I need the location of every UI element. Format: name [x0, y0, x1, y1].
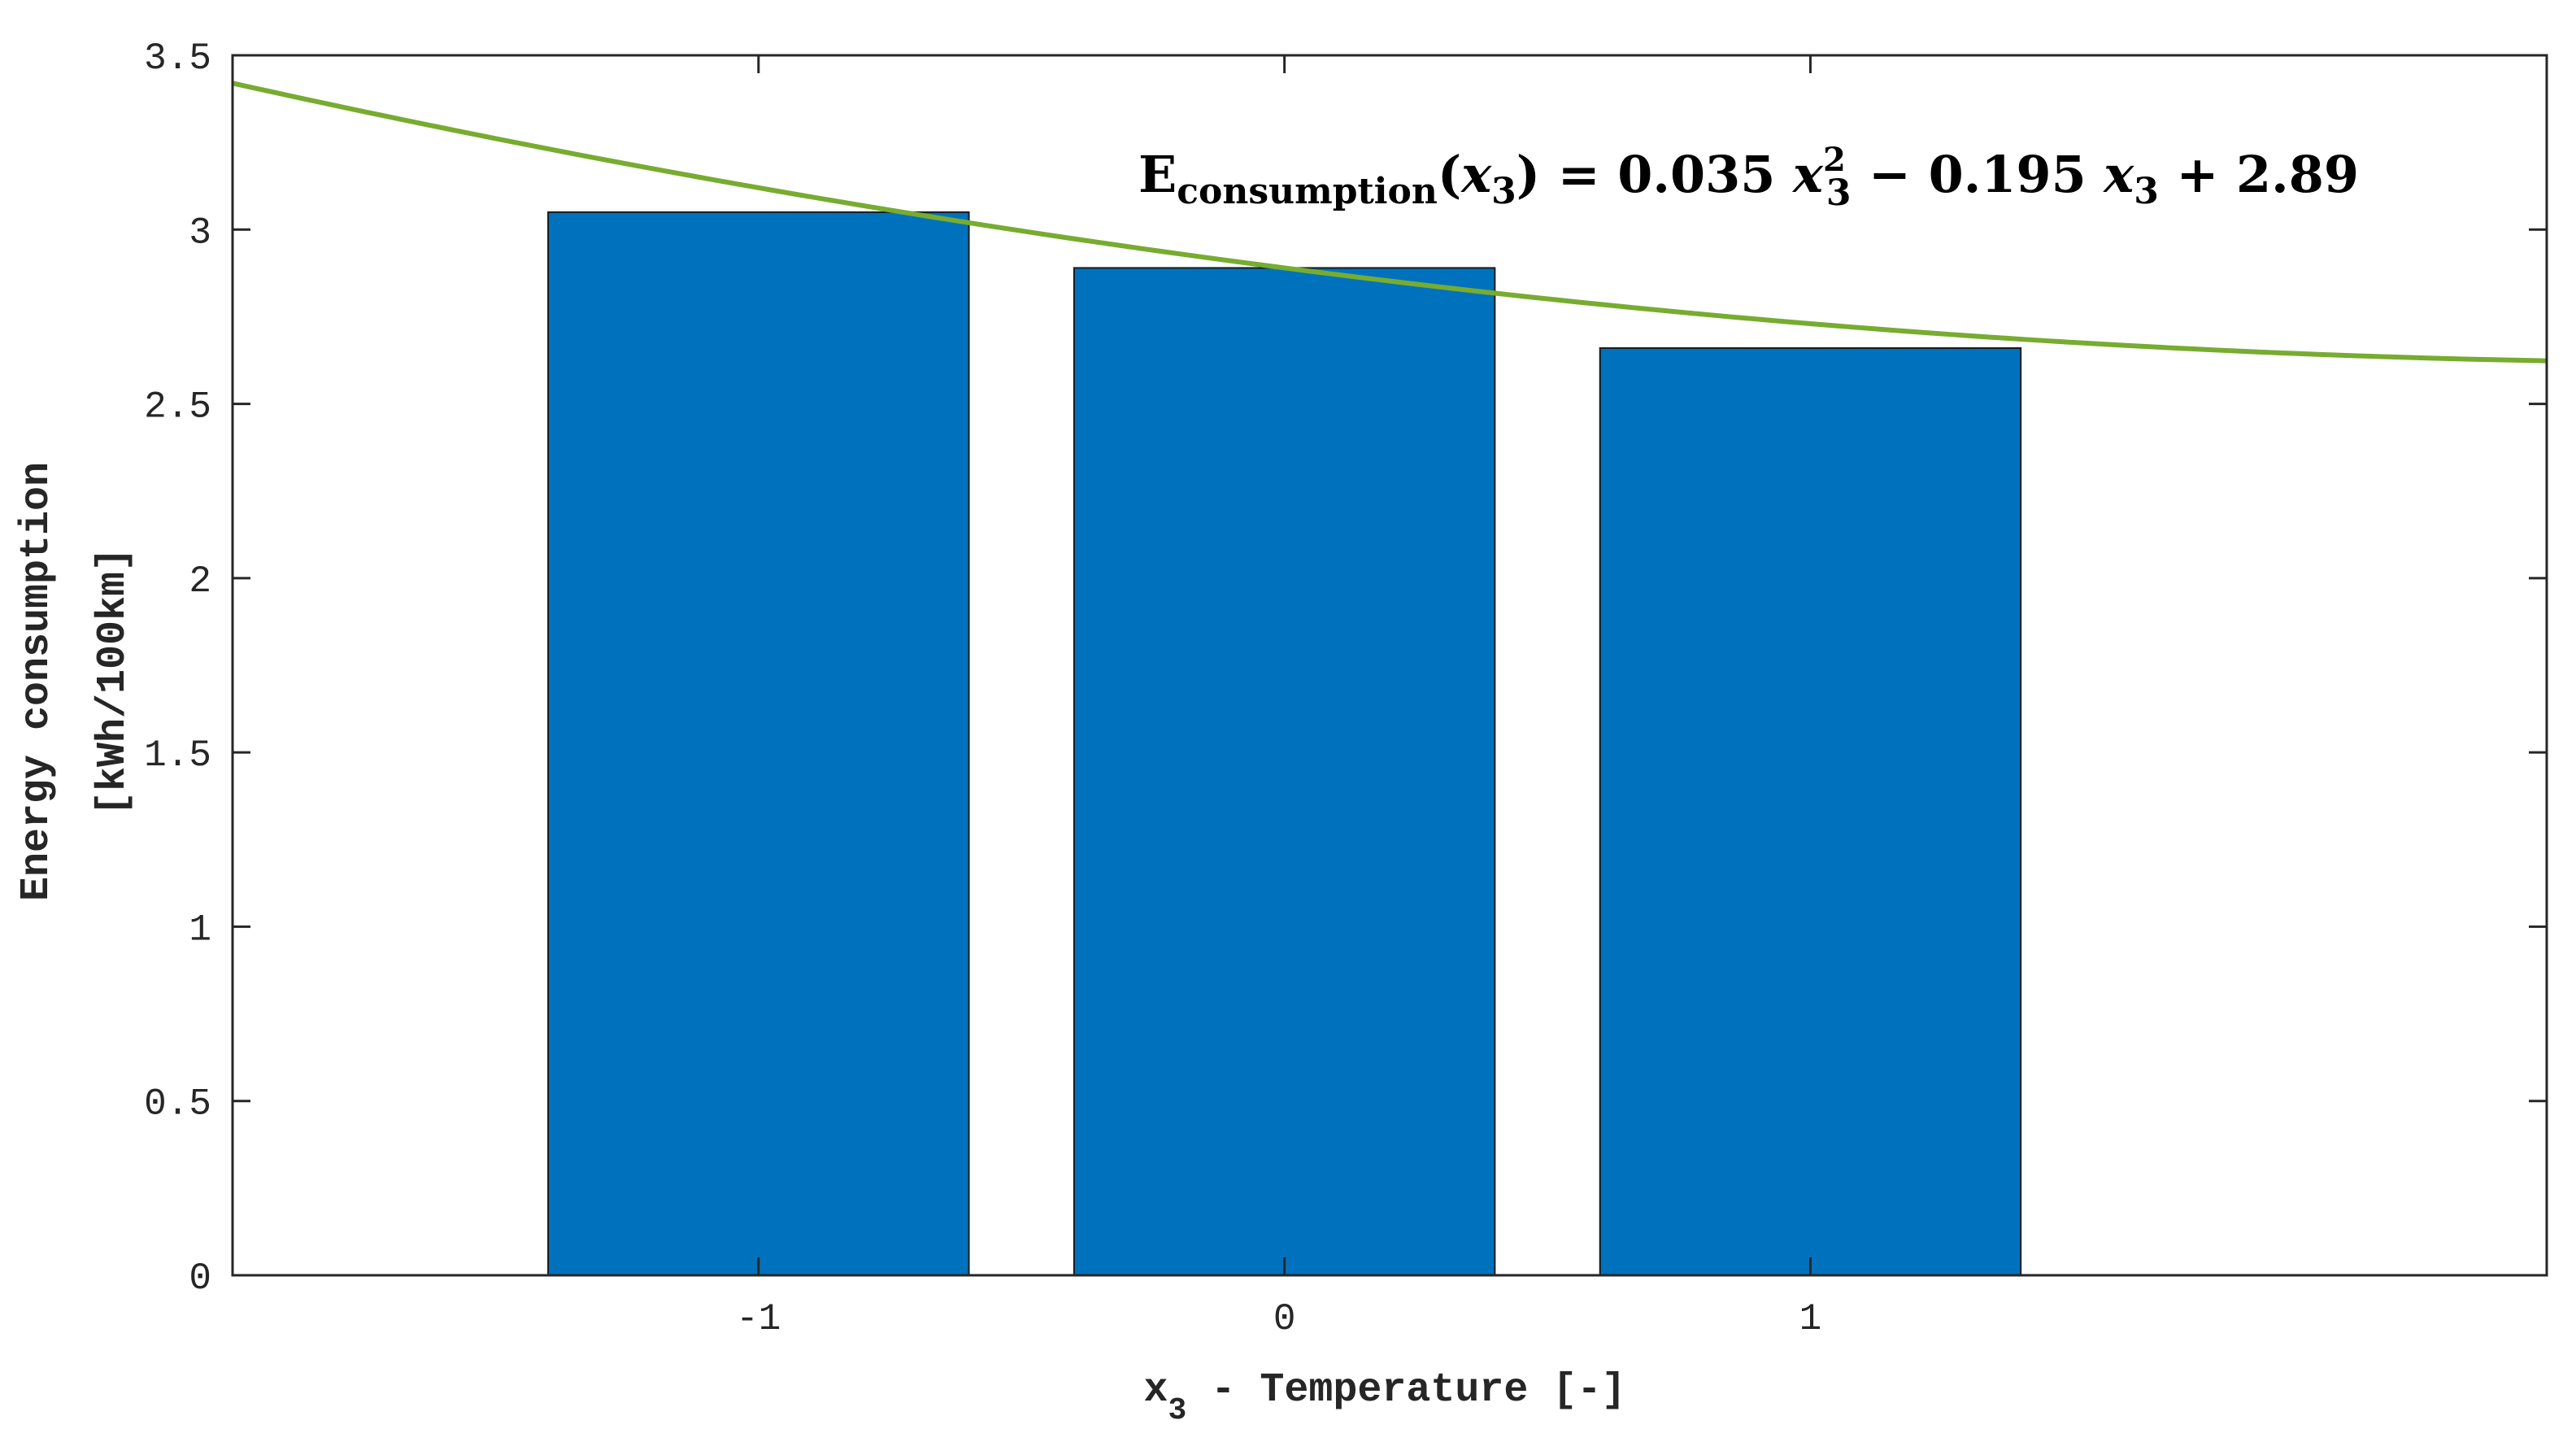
eq-x2: x — [2102, 145, 2134, 204]
x-axis-title-sub: 3 — [1168, 1393, 1187, 1428]
eq-op-1: − — [1851, 145, 1928, 204]
x-axis-title: x3 - Temperature [-] — [1144, 1367, 1626, 1428]
eq-x2-sub: 3 — [2134, 171, 2159, 212]
eq-term-2: 0.195 — [1929, 145, 2104, 204]
x-tick-label: 1 — [1799, 1298, 1822, 1340]
y-tick-label: 1.5 — [144, 734, 211, 777]
fit-curve-group — [232, 81, 2548, 364]
fit-equation-annotation: Econsumption(x3) = 0.035 x2 3 − 0.195 x3 … — [1138, 141, 2359, 214]
y-tick-label: 0.5 — [144, 1083, 211, 1126]
eq-var-sub: 3 — [1491, 171, 1516, 212]
eq-x1-sub: 3 — [1826, 172, 1852, 214]
y-tick-label: 1 — [189, 908, 211, 951]
eq-x1: x — [1791, 145, 1824, 204]
ticks-group — [233, 54, 2547, 1277]
x-axis-title-base: x — [1144, 1367, 1168, 1414]
y-axis-title-line-1: Energy consumption — [14, 462, 60, 901]
eq-paren-open: ( — [1438, 145, 1461, 204]
fit-curve-line — [232, 81, 2548, 364]
x-tick-label: -1 — [736, 1298, 781, 1340]
eq-term-1: 0.035 — [1617, 145, 1793, 204]
y-tick-label: 0 — [189, 1257, 211, 1300]
y-axis-title: Energy consumption [kWh/100km] — [14, 462, 137, 901]
eq-paren-close: ) = — [1516, 145, 1617, 204]
eq-E-sub: consumption — [1177, 171, 1438, 212]
eq-var: x — [1460, 145, 1492, 204]
y-tick-label: 3 — [189, 211, 211, 254]
bar--1 — [547, 211, 970, 1276]
eq-term-3: 2.89 — [2236, 145, 2359, 204]
bars-group — [547, 211, 2022, 1276]
bar-1 — [1599, 347, 2022, 1276]
eq-E: E — [1138, 145, 1177, 204]
bar-0 — [1073, 267, 1496, 1276]
eq-op-2: + — [2159, 145, 2236, 204]
eq-x1-sup: 2 — [1823, 141, 1846, 179]
y-tick-label: 3.5 — [144, 37, 211, 80]
tick-labels-group: 0 0.5 1 1.5 2 2.5 3 3.5 -1 0 1 — [144, 37, 1821, 1340]
plot-frame — [231, 54, 2548, 1277]
x-axis-title-rest: - Temperature [-] — [1186, 1367, 1625, 1414]
x-tick-label: 0 — [1273, 1298, 1296, 1340]
y-axis-title-line-2: [kWh/100km] — [90, 547, 137, 816]
y-tick-label: 2 — [189, 560, 211, 603]
y-tick-label: 2.5 — [144, 386, 211, 429]
